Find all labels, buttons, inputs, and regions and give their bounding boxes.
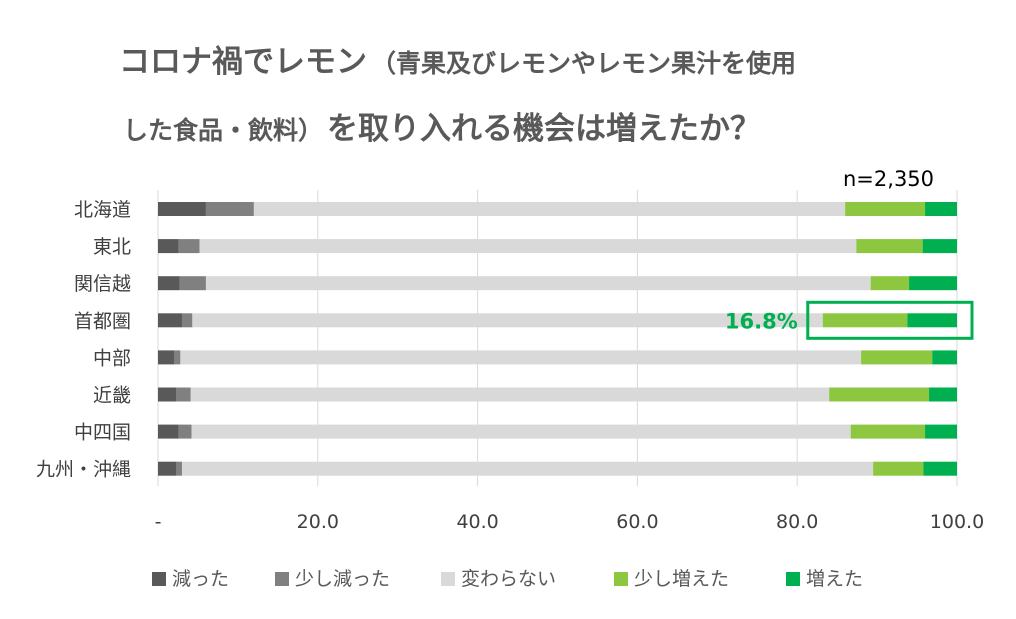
category-label: 東北 <box>93 236 131 258</box>
bar-segment <box>181 461 874 476</box>
legend-swatch <box>786 572 800 586</box>
bar-segment <box>925 424 957 439</box>
chart-title-line2: した食品・飲料） を取り入れる機会は増えたか？ <box>123 111 761 147</box>
bar-segment <box>822 313 908 328</box>
legend-label: 増えた <box>806 568 863 590</box>
bar-segment <box>907 313 957 328</box>
x-tick-label: 40.0 <box>456 511 498 533</box>
bar-segment <box>158 424 179 439</box>
bar-segment <box>173 350 181 365</box>
bar-segment <box>861 350 933 365</box>
x-tick-label: 80.0 <box>776 511 818 533</box>
bar-segment <box>158 239 179 254</box>
x-tick-label: 60.0 <box>616 511 658 533</box>
bar-segment <box>158 276 180 291</box>
bar-segment <box>253 202 846 216</box>
legend-label: 変わらない <box>461 568 556 590</box>
bar-segment <box>922 239 957 254</box>
bar-segment <box>176 387 191 402</box>
bar-segment <box>932 350 957 365</box>
bar-segment <box>178 424 192 439</box>
x-tick-label: 100.0 <box>930 511 984 533</box>
category-label: 中部 <box>93 347 131 369</box>
legend-swatch <box>275 572 289 586</box>
x-tick-label: 20.0 <box>297 511 339 533</box>
x-axis-tick-labels: - 20.0 40.0 60.0 80.0 100.0 <box>155 511 985 533</box>
category-label: 九州・沖縄 <box>36 459 131 481</box>
chart-title-line1: コロナ禍でレモン （青果及びレモンやレモン果汁を使用 <box>119 44 796 80</box>
bar-segment <box>158 202 206 216</box>
sample-size-label: n=2,350 <box>843 167 934 191</box>
legend: 減った 少し減った 変わらない 少し増えた 増えた <box>152 568 863 590</box>
bar-segment <box>199 239 857 254</box>
x-tick-label: - <box>155 511 162 533</box>
annotation-label: 16.8% <box>725 309 798 333</box>
bar-segments <box>158 202 957 476</box>
legend-swatch <box>614 572 628 586</box>
bar-segment <box>923 461 957 476</box>
category-label: 首都圏 <box>74 310 131 332</box>
bar-segment <box>850 424 926 439</box>
bar-segment <box>158 387 177 402</box>
category-label: 関信越 <box>74 273 131 295</box>
bar-segment <box>179 276 206 291</box>
bar-segment <box>925 202 957 216</box>
bar-segment <box>158 350 174 365</box>
category-label: 北海道 <box>74 199 131 221</box>
bar-segment <box>191 424 851 439</box>
bar-segment <box>829 387 930 402</box>
bar-segment <box>176 461 182 476</box>
bar-segment <box>158 461 177 476</box>
bar-segment <box>873 461 924 476</box>
category-label: 中四国 <box>74 422 131 444</box>
legend-label: 少し減った <box>295 568 390 590</box>
bar-segment <box>909 276 957 291</box>
highlight-box <box>806 300 974 340</box>
category-label: 近畿 <box>93 385 131 407</box>
bar-segment <box>158 313 182 328</box>
bar-segment <box>870 276 910 291</box>
legend-label: 減った <box>172 568 229 590</box>
bar-segment <box>856 239 923 254</box>
bar-segment <box>845 202 926 216</box>
legend-swatch <box>152 572 166 586</box>
legend-swatch <box>441 572 455 586</box>
bar-segment <box>192 313 823 328</box>
annotation: 16.8% <box>725 300 974 340</box>
bar-segment <box>929 387 957 402</box>
bar-segment <box>181 313 193 328</box>
bar-segment <box>178 239 200 254</box>
bar-segment <box>205 276 871 291</box>
legend-label: 少し増えた <box>634 568 729 590</box>
bar-segment <box>190 387 830 402</box>
bar-segment <box>180 350 862 365</box>
bar-segment <box>205 202 254 216</box>
